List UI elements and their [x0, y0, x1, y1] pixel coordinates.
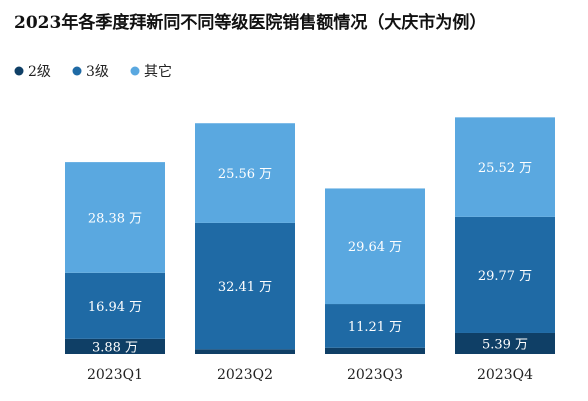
data-label-2023Q1-series-1: 3.88 万	[92, 340, 138, 355]
bar-2023Q4-series-3	[455, 117, 555, 217]
bar-2023Q4-series-1	[455, 332, 555, 354]
data-label-2023Q4-series-2: 29.77 万	[478, 269, 532, 284]
data-label-2023Q1-series-3: 28.38 万	[88, 211, 142, 226]
bar-2023Q2-series-1	[195, 349, 295, 354]
bar-2023Q3-series-1	[325, 347, 425, 354]
bar-2023Q2-series-2	[195, 222, 295, 350]
bar-2023Q1-series-1	[65, 338, 165, 354]
legend: 2级 3级 其它	[14, 63, 172, 80]
legend-label-3: 其它	[144, 63, 172, 80]
legend-label-2: 3级	[86, 64, 109, 80]
legend-label-1: 2级	[28, 64, 51, 80]
bar-2023Q2-series-3	[195, 123, 295, 223]
bar-2023Q3-series-2	[325, 304, 425, 348]
x-tick-label-1: 2023Q1	[87, 367, 143, 383]
legend-marker-3	[130, 66, 140, 76]
legend-marker-1	[14, 66, 24, 76]
data-label-2023Q1-series-2: 16.94 万	[88, 300, 142, 315]
data-label-2023Q2-series-2: 32.41 万	[218, 280, 272, 295]
x-axis-ticks: 2023Q1 2023Q2 2023Q3 2023Q4	[87, 367, 533, 383]
bar-2023Q3-series-3	[325, 188, 425, 305]
x-tick-label-3: 2023Q3	[347, 367, 403, 383]
x-tick-label-2: 2023Q2	[217, 367, 273, 383]
data-label-2023Q4-series-3: 25.52 万	[478, 161, 532, 176]
x-tick-label-4: 2023Q4	[477, 367, 533, 383]
bar-2023Q1-series-3	[65, 162, 165, 273]
legend-marker-2	[72, 66, 82, 76]
bar-2023Q4-series-2	[455, 216, 555, 333]
data-label-2023Q3-series-2: 11.21 万	[348, 320, 402, 335]
chart-title: 2023年各季度拜新同不同等级医院销售额情况（大庆市为例）	[14, 12, 486, 33]
bars: 3.88 万 16.94 万 28.38 万 32.41 万 25.56 万 11.21 …	[65, 117, 555, 355]
data-label-2023Q3-series-3: 29.64 万	[348, 240, 402, 255]
bar-2023Q1-series-2	[65, 272, 165, 339]
data-label-2023Q2-series-3: 25.56 万	[218, 167, 272, 182]
data-label-2023Q4-series-1: 5.39 万	[482, 337, 528, 352]
